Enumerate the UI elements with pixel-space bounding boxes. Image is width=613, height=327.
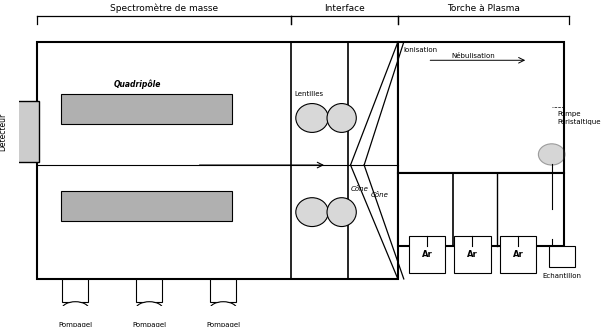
Text: Ar: Ar	[422, 250, 432, 259]
Text: Cône: Cône	[351, 186, 368, 192]
Text: Interface: Interface	[324, 4, 365, 13]
Bar	[61, 94, 232, 124]
Ellipse shape	[219, 309, 228, 317]
Bar	[408, 236, 445, 273]
Bar	[398, 42, 563, 173]
Text: Echantillon: Echantillon	[543, 273, 582, 279]
Ellipse shape	[296, 198, 329, 227]
Bar	[500, 236, 536, 273]
Text: Ar: Ar	[512, 250, 524, 259]
Bar	[210, 279, 237, 302]
Ellipse shape	[62, 302, 89, 317]
Text: Lentilles: Lentilles	[295, 92, 324, 97]
Text: Pompagel: Pompagel	[132, 322, 166, 327]
Bar	[63, 279, 88, 302]
Ellipse shape	[135, 302, 163, 317]
Ellipse shape	[71, 309, 80, 317]
Bar	[16, 101, 39, 162]
Bar	[61, 191, 232, 221]
Text: Spectromètre de masse: Spectromètre de masse	[110, 3, 218, 13]
Text: Quadripôle: Quadripôle	[114, 80, 161, 89]
Text: Ar: Ar	[467, 250, 478, 259]
Ellipse shape	[327, 198, 356, 227]
Text: Ionisation: Ionisation	[404, 47, 438, 53]
Text: Détecteur: Détecteur	[0, 112, 7, 151]
Ellipse shape	[145, 309, 154, 317]
Bar	[398, 173, 563, 246]
Text: Nébulisation: Nébulisation	[451, 53, 495, 59]
Ellipse shape	[296, 104, 329, 132]
Text: Pompagel: Pompagel	[206, 322, 240, 327]
Ellipse shape	[210, 302, 237, 317]
Text: Pompe
Péristaltique: Pompe Péristaltique	[558, 111, 601, 125]
Bar	[454, 236, 491, 273]
Text: Cône: Cône	[371, 192, 389, 198]
Bar	[37, 42, 398, 279]
Text: Torche à Plasma: Torche à Plasma	[447, 4, 520, 13]
Text: Pompagel: Pompagel	[58, 322, 93, 327]
Bar	[549, 246, 576, 267]
Ellipse shape	[327, 104, 356, 132]
Bar	[136, 279, 162, 302]
Ellipse shape	[538, 144, 565, 165]
